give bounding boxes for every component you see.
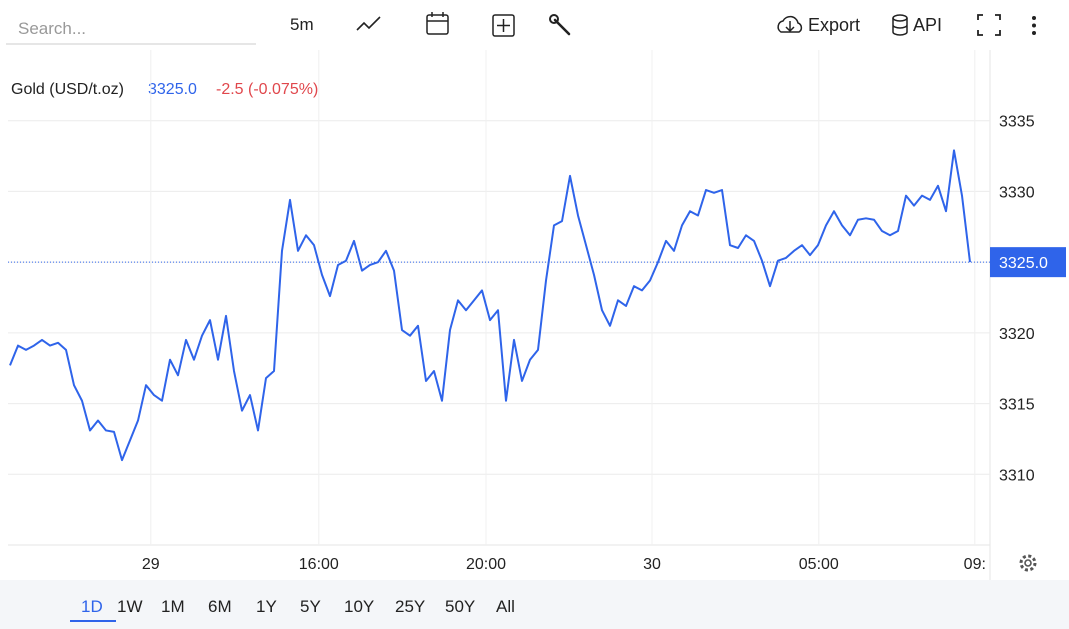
price-line xyxy=(9,149,971,462)
range-button[interactable]: 5Y xyxy=(300,597,321,616)
api-icon[interactable] xyxy=(892,14,908,36)
range-button[interactable]: 1D xyxy=(81,597,103,616)
legend-change: -2.5 (-0.075%) xyxy=(216,81,318,98)
y-tick-label: 3315 xyxy=(999,397,1035,414)
y-tick-label: 3335 xyxy=(999,114,1035,131)
range-button[interactable]: 25Y xyxy=(395,597,425,616)
compare-icon[interactable] xyxy=(492,14,515,37)
range-button[interactable]: 10Y xyxy=(344,597,374,616)
range-button[interactable]: 1W xyxy=(117,597,143,616)
export-icon[interactable] xyxy=(777,15,803,33)
x-tick-label: 20:00 xyxy=(466,556,506,573)
api-button[interactable]: API xyxy=(913,15,942,35)
range-button[interactable]: All xyxy=(496,597,515,616)
legend-symbol: Gold (USD/t.oz) xyxy=(11,81,124,98)
legend-price: 3325.0 xyxy=(148,81,197,98)
range-button[interactable]: 1M xyxy=(161,597,185,616)
fullscreen-icon[interactable] xyxy=(977,14,1001,36)
current-price-tag xyxy=(990,247,1066,278)
range-button[interactable]: 50Y xyxy=(445,597,475,616)
interval-button[interactable]: 5m xyxy=(290,15,314,34)
menu-icon[interactable] xyxy=(1032,16,1036,35)
search-input[interactable]: Search... xyxy=(18,19,86,38)
x-tick-label: 09: xyxy=(964,556,986,573)
calendar-icon[interactable] xyxy=(426,12,449,35)
y-tick-label: 3310 xyxy=(999,467,1035,484)
export-button[interactable]: Export xyxy=(808,15,860,35)
range-button[interactable]: 1Y xyxy=(256,597,277,616)
chart-type-icon[interactable] xyxy=(356,16,381,31)
y-tick-label: 3320 xyxy=(999,326,1035,343)
x-tick-label: 16:00 xyxy=(299,556,339,573)
settings-icon[interactable] xyxy=(1019,554,1037,572)
x-tick-label: 30 xyxy=(643,556,661,573)
tools-icon[interactable] xyxy=(549,14,571,36)
range-active-underline xyxy=(70,620,116,622)
x-tick-label: 29 xyxy=(142,556,160,573)
x-tick-label: 05:00 xyxy=(799,556,839,573)
current-price-label: 3325.0 xyxy=(999,255,1048,272)
y-tick-label: 3330 xyxy=(999,184,1035,201)
range-bar xyxy=(0,580,1069,629)
range-button[interactable]: 6M xyxy=(208,597,232,616)
